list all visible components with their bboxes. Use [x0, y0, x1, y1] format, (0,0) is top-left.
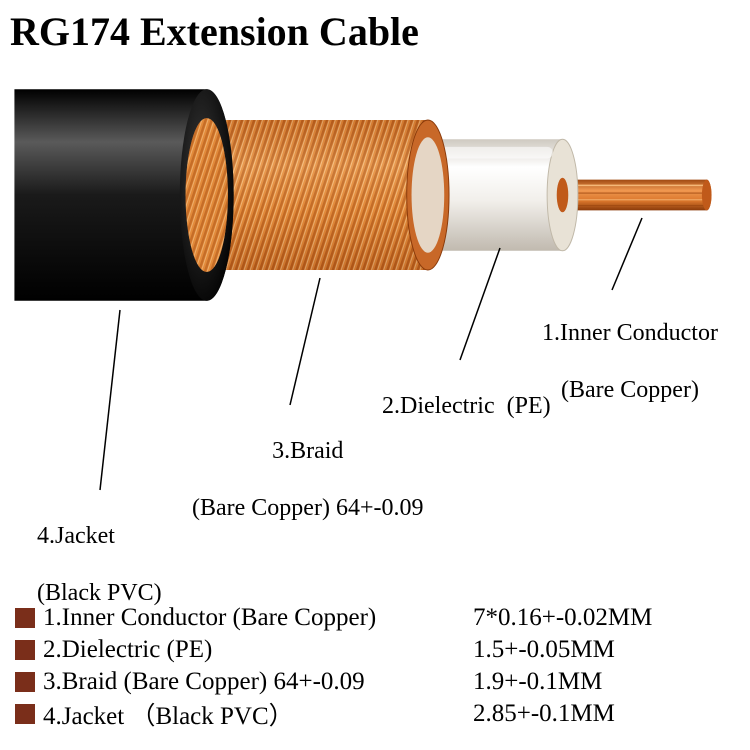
callout-inner-conductor: 1.Inner Conductor (Bare Copper) — [530, 290, 718, 405]
cable-diagram — [0, 70, 750, 320]
spec-label: 1.Inner Conductor (Bare Copper) — [43, 604, 473, 632]
callout-jacket: 4.Jacket (Black PVC) — [25, 493, 162, 608]
spec-label: 3.Braid (Bare Copper) 64+-0.09 — [43, 668, 473, 696]
callout-line1: 1.Inner Conductor — [542, 320, 718, 346]
spec-label: 4.Jacket （Black PVC） — [43, 696, 473, 732]
swatch-icon — [15, 704, 35, 724]
callout-line1: 4.Jacket — [37, 523, 115, 549]
spec-row: 1.Inner Conductor (Bare Copper) 7*0.16+-… — [15, 602, 735, 634]
swatch-icon — [15, 640, 35, 660]
callout-line2: (Bare Copper) — [561, 377, 699, 403]
spec-row: 4.Jacket （Black PVC） 2.85+-0.1MM — [15, 698, 735, 730]
swatch-icon — [15, 672, 35, 692]
spec-value: 7*0.16+-0.02MM — [473, 604, 652, 632]
layer-jacket — [14, 89, 233, 301]
callout-braid: 3.Braid (Bare Copper) 64+-0.09 — [180, 408, 423, 523]
spec-label: 2.Dielectric (PE) — [43, 636, 473, 664]
page-title: RG174 Extension Cable — [10, 8, 419, 55]
spec-row: 3.Braid (Bare Copper) 64+-0.09 1.9+-0.1M… — [15, 666, 735, 698]
spec-row: 2.Dielectric (PE) 1.5+-0.05MM — [15, 634, 735, 666]
spec-table: 1.Inner Conductor (Bare Copper) 7*0.16+-… — [15, 602, 735, 730]
spec-value: 1.9+-0.1MM — [473, 668, 602, 696]
spec-value: 1.5+-0.05MM — [473, 636, 615, 664]
callout-line2: (Bare Copper) 64+-0.09 — [192, 495, 423, 521]
callout-line1: 3.Braid — [272, 438, 343, 464]
swatch-icon — [15, 608, 35, 628]
spec-value: 2.85+-0.1MM — [473, 700, 615, 728]
